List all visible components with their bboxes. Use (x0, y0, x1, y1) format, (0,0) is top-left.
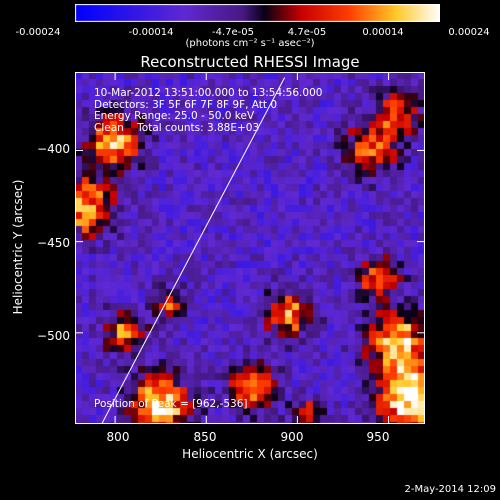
chart-title: Reconstructed RHESSI Image (140, 53, 360, 71)
colorbar-tick: 4.7e-05 (287, 27, 327, 38)
x-ticks (114, 72, 390, 424)
date-stamp: 2-May-2014 12:09 (404, 484, 496, 495)
observation-info: 10-Mar-2012 13:51:00.000 to 13:54:56.000… (94, 87, 323, 134)
colorbar (75, 4, 440, 22)
info-detectors: Detectors: 3F 5F 6F 7F 8F 9F, Att 0 (94, 98, 278, 111)
colorbar-tick: 0.00014 (362, 27, 404, 38)
y-tick-label: −450 (37, 236, 70, 250)
colorbar-tick: -0.00024 (15, 27, 61, 38)
y-tick-label: −400 (37, 142, 70, 156)
y-axis-label: Heliocentric Y (arcsec) (11, 179, 25, 315)
y-tick-label: −500 (37, 329, 70, 343)
colorbar-units: (photons cm⁻² s⁻¹ asec⁻²) (185, 38, 315, 49)
x-tick-label: 950 (366, 430, 390, 444)
colorbar-tick: 0.00024 (448, 27, 490, 38)
plot-overlay (75, 72, 425, 424)
colorbar-tick: -4.7e-05 (212, 27, 254, 38)
plot-frame (75, 72, 425, 424)
y-ticks (75, 149, 425, 334)
heatmap-image (75, 72, 425, 424)
x-tick-label: 800 (106, 430, 130, 444)
info-energy-range: Energy Range: 25.0 - 50.0 keV (94, 110, 255, 122)
colorbar-tick: -0.00014 (128, 27, 174, 38)
x-axis-label: Heliocentric X (arcsec) (182, 447, 318, 461)
info-time-range: 10-Mar-2012 13:51:00.000 to 13:54:56.000 (94, 87, 323, 99)
x-tick-label: 900 (280, 430, 304, 444)
x-tick-label: 850 (193, 430, 217, 444)
peak-position-label: Position of Peak = [962,-536] (94, 398, 248, 410)
limb-line (101, 77, 286, 424)
info-clean-counts: Clean Total counts: 3.88E+03 (94, 121, 260, 134)
